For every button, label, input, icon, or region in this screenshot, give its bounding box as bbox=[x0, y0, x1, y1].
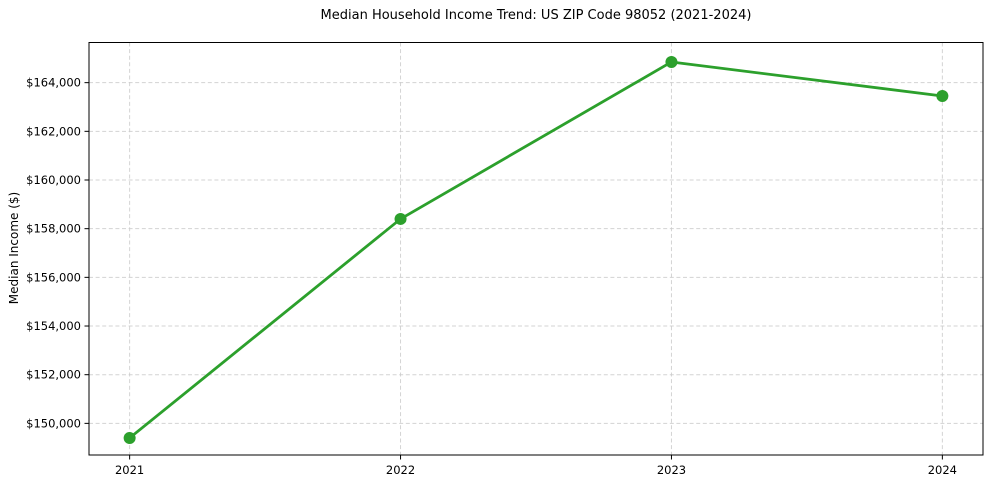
data-point-2021 bbox=[123, 431, 136, 444]
y-tick-label: $158,000 bbox=[26, 222, 81, 236]
y-tick-label: $162,000 bbox=[26, 124, 81, 138]
x-tick-label: 2022 bbox=[386, 463, 415, 477]
x-tick-label: 2023 bbox=[657, 463, 686, 477]
y-tick-label: $154,000 bbox=[26, 319, 81, 333]
x-tick-label: 2021 bbox=[115, 463, 144, 477]
plot-border bbox=[88, 42, 984, 456]
y-tick-label: $156,000 bbox=[26, 270, 81, 284]
y-tick-label: $160,000 bbox=[26, 173, 81, 187]
trend-line bbox=[128, 60, 944, 440]
y-tick-label: $152,000 bbox=[26, 368, 81, 382]
data-point-2022 bbox=[394, 212, 407, 225]
chart-title: Median Household Income Trend: US ZIP Co… bbox=[320, 8, 752, 23]
data-point-2023 bbox=[665, 55, 678, 68]
x-tick-label: 2024 bbox=[928, 463, 957, 477]
data-point-2024 bbox=[936, 90, 949, 103]
y-tick-label: $150,000 bbox=[26, 416, 81, 430]
y-tick-label: $164,000 bbox=[26, 76, 81, 90]
